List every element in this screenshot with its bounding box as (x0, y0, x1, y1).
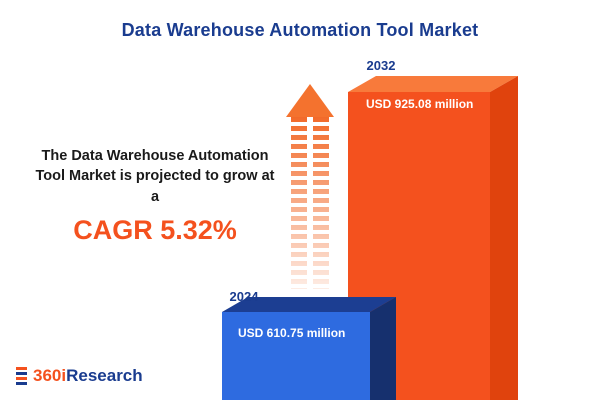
cagr-highlight: CAGR 5.32% (73, 214, 237, 245)
logo-bars-icon (16, 367, 27, 385)
bar-2032-side-face (490, 76, 518, 400)
bar-value-2032: USD 925.08 million (366, 97, 474, 111)
page-title: Data Warehouse Automation Tool Market (121, 20, 479, 40)
brand-logo: 360iResearch (16, 366, 143, 386)
bar-value-2024: USD 610.75 million (238, 326, 346, 340)
bar-2024-front-face (222, 312, 370, 400)
logo-text-360i: 360i (33, 366, 67, 385)
arrow-head (286, 84, 334, 117)
arrow-shaft-dashes (291, 117, 329, 289)
category-label-2032: 2032 (366, 58, 396, 73)
logo-text-research: Research (66, 366, 143, 385)
bar-2024-side-face (370, 297, 396, 400)
logo-text: 360iResearch (33, 366, 143, 386)
insight-text-block: The Data Warehouse Automation Tool Marke… (0, 146, 310, 246)
bar-2024-top-face (222, 297, 396, 312)
growth-arrow-icon (286, 84, 334, 289)
insight-line-3: a (150, 188, 160, 205)
bar-2032-top-face (348, 76, 518, 92)
insight-line-1: The Data Warehouse Automation (41, 148, 269, 164)
category-label-2024: 2024 (229, 289, 259, 304)
insight-line-2: Tool Market is projected to grow at (35, 168, 275, 185)
